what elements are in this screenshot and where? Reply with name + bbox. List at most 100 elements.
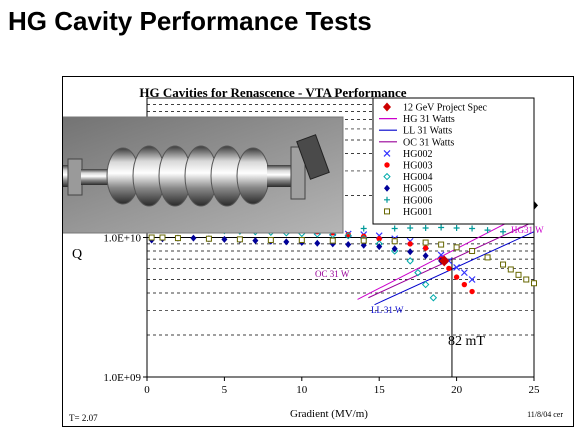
legend-marker bbox=[383, 149, 391, 157]
cavity-photo bbox=[12, 116, 344, 234]
legend-marker bbox=[383, 102, 391, 112]
legend-marker bbox=[384, 196, 390, 203]
data-point-hg004 bbox=[329, 230, 337, 239]
data-point-hg001 bbox=[329, 237, 336, 244]
legend-label: HG004 bbox=[403, 172, 432, 183]
data-point-hg001 bbox=[159, 234, 166, 241]
x-axis-label: Gradient (MV/m) bbox=[290, 408, 368, 420]
axis-ticks: 0 5 10 15 20 25 1.0E+09 1.0E+10 bbox=[103, 233, 540, 397]
data-point-hg005 bbox=[391, 245, 398, 253]
power-line bbox=[368, 221, 535, 299]
data-point-hg006 bbox=[422, 224, 429, 231]
data-point-hg003 bbox=[376, 236, 382, 242]
data-point-hg001 bbox=[469, 248, 476, 255]
data-point-hg006 bbox=[407, 224, 414, 231]
data-point-hg005 bbox=[422, 252, 429, 260]
data-point-hg001 bbox=[148, 234, 155, 241]
data-point-hg001 bbox=[515, 271, 522, 278]
data-point-hg001 bbox=[500, 261, 507, 268]
data-point-hg001 bbox=[484, 254, 491, 261]
data-point-hg001 bbox=[507, 266, 514, 273]
legend-marker bbox=[383, 172, 391, 181]
legend-box bbox=[372, 97, 535, 225]
y-axis-label: Q bbox=[72, 247, 82, 262]
data-point-hg001 bbox=[453, 244, 460, 251]
data-point-hg001 bbox=[438, 241, 445, 248]
x-tick-label: 20 bbox=[451, 384, 463, 396]
data-point-hg001 bbox=[298, 236, 305, 243]
data-point-hg005 bbox=[283, 238, 290, 246]
data-point-hg005 bbox=[407, 248, 414, 256]
data-point-hg003 bbox=[446, 265, 452, 272]
annotation-ll-line: LL 31 W bbox=[371, 305, 404, 315]
data-point-hg003 bbox=[345, 231, 351, 238]
y-tick-label: 1.0E+10 bbox=[103, 233, 141, 245]
legend-label: HG 31 Watts bbox=[403, 114, 455, 125]
data-point-hg001 bbox=[360, 237, 367, 244]
data-point-hg001 bbox=[422, 239, 429, 246]
data-point-hg003 bbox=[469, 288, 475, 295]
data-point-hg004 bbox=[421, 280, 430, 289]
legend-label: LL 31 Watts bbox=[403, 126, 452, 137]
chart-title: HG Cavities for Renascence - VTA Perform… bbox=[139, 85, 406, 100]
data-point-hg005 bbox=[376, 243, 383, 251]
data-point-hg001 bbox=[391, 238, 398, 245]
data-point-hg001 bbox=[174, 235, 181, 242]
data-point-hg004 bbox=[414, 268, 422, 277]
data-point-hg005 bbox=[345, 241, 352, 249]
legend-label: HG006 bbox=[403, 195, 432, 206]
data-point-hg005 bbox=[314, 239, 321, 247]
data-point-hg001 bbox=[523, 276, 530, 283]
data-point-hg002 bbox=[460, 269, 468, 277]
data-point-hg006 bbox=[391, 225, 398, 232]
x-tick-label: 15 bbox=[374, 384, 386, 396]
data-point-hg001 bbox=[531, 280, 537, 287]
data-point-hg006 bbox=[438, 224, 445, 231]
slide-title: HG Cavity Performance Tests bbox=[8, 6, 372, 36]
data-point-hg006 bbox=[453, 224, 460, 231]
data-point-hg006 bbox=[360, 225, 367, 232]
legend-label: HG003 bbox=[403, 161, 432, 172]
data-point-hg004 bbox=[390, 247, 399, 255]
data-point-hg004 bbox=[429, 294, 438, 302]
footer-left: T= 2.07 bbox=[69, 413, 98, 423]
x-tick-label: 0 bbox=[144, 384, 150, 396]
legend-label: HG001 bbox=[403, 207, 432, 218]
data-point-hg006 bbox=[484, 227, 491, 234]
power-line bbox=[374, 231, 535, 306]
annotation-hg-line: HG31 W bbox=[511, 225, 544, 235]
data-point-hg003 bbox=[453, 274, 460, 280]
data-point-hg001 bbox=[267, 236, 274, 243]
data-point-hg001 bbox=[205, 235, 212, 242]
legend-marker bbox=[384, 208, 390, 215]
annotation-oc-line: OC 31 W bbox=[315, 269, 350, 279]
chart-svg: HG Cavities for Renascence - VTA Perform… bbox=[12, 85, 563, 423]
data-point-hg006 bbox=[500, 228, 507, 235]
legend-label: HG005 bbox=[403, 184, 432, 195]
legend-label: 12 GeV Project Spec bbox=[403, 103, 488, 114]
y-tick-label: 1.0E+09 bbox=[103, 372, 141, 384]
data-point-hg001 bbox=[236, 236, 243, 243]
data-point-hg003 bbox=[461, 281, 468, 288]
data-point-hg005 bbox=[190, 234, 197, 242]
legend-marker bbox=[384, 162, 390, 168]
chart-frame: HG Cavities for Renascence - VTA Perform… bbox=[12, 76, 574, 427]
data-point-hg004 bbox=[344, 232, 352, 240]
data-point-hg004 bbox=[406, 257, 414, 265]
data-point-hg002 bbox=[453, 264, 461, 271]
legend-marker bbox=[384, 184, 390, 192]
data-point-hg002 bbox=[468, 276, 476, 283]
data-point-hg005 bbox=[252, 237, 259, 245]
data-point-hg005 bbox=[221, 235, 228, 243]
legend-label: OC 31 Watts bbox=[403, 137, 454, 148]
legend-label: HG002 bbox=[403, 149, 432, 160]
annotation-field: 82 mT bbox=[448, 334, 485, 349]
x-tick-label: 25 bbox=[529, 384, 541, 396]
data-point-hg003 bbox=[422, 245, 429, 251]
x-tick-label: 10 bbox=[296, 384, 308, 396]
data-point-hg006 bbox=[469, 225, 476, 232]
footer-right: 11/8/04 cer bbox=[527, 410, 563, 419]
data-point-hg003 bbox=[407, 241, 413, 247]
x-tick-label: 5 bbox=[222, 384, 228, 396]
